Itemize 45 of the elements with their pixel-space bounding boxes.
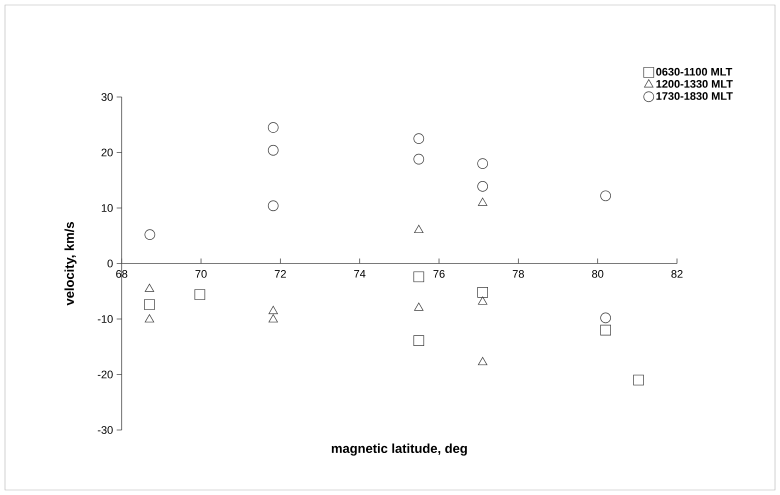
point [144, 284, 154, 292]
point [413, 335, 424, 346]
legend-label: 1200-1330 MLT [656, 80, 733, 88]
point [414, 224, 424, 234]
point [600, 324, 611, 336]
x-tick-label: 76 [433, 270, 445, 278]
point [268, 306, 278, 314]
point [144, 229, 156, 240]
y-tick-label: 20 [102, 148, 113, 156]
point [477, 287, 488, 298]
point [600, 190, 611, 202]
y-tick-label: -10 [98, 315, 113, 323]
y-tick-label: -30 [98, 426, 113, 434]
x-axis-title: magnetic latitude, deg [332, 444, 467, 456]
point [477, 181, 488, 192]
legend-label: 1730-1830 MLT [656, 92, 733, 100]
x-tick-label: 82 [671, 270, 683, 278]
x-tick-label: 78 [512, 270, 524, 278]
y-tick-label: -20 [98, 370, 113, 378]
point [144, 299, 155, 310]
point [633, 374, 644, 386]
point [268, 200, 279, 212]
point [478, 198, 488, 206]
point [413, 154, 424, 165]
point [414, 302, 424, 311]
point [600, 312, 611, 324]
y-tick-label: 0 [108, 260, 113, 268]
x-tick-label: 74 [354, 270, 366, 278]
legend-label: 0630-1100 MLT [656, 68, 732, 76]
y-tick-label: 10 [102, 204, 113, 212]
point [413, 133, 424, 144]
point [268, 144, 279, 156]
point [477, 158, 488, 169]
x-tick-label: 72 [274, 270, 286, 278]
point [144, 314, 154, 322]
point [413, 271, 424, 282]
x-tick-label: 70 [195, 270, 207, 278]
point [478, 296, 488, 305]
x-tick-label: 80 [592, 270, 604, 278]
point [478, 356, 488, 366]
y-tick-label: 30 [101, 93, 113, 101]
point [194, 289, 206, 300]
y-axis-title: velocity, km/s [64, 222, 77, 306]
point [268, 122, 279, 133]
point [268, 314, 278, 322]
